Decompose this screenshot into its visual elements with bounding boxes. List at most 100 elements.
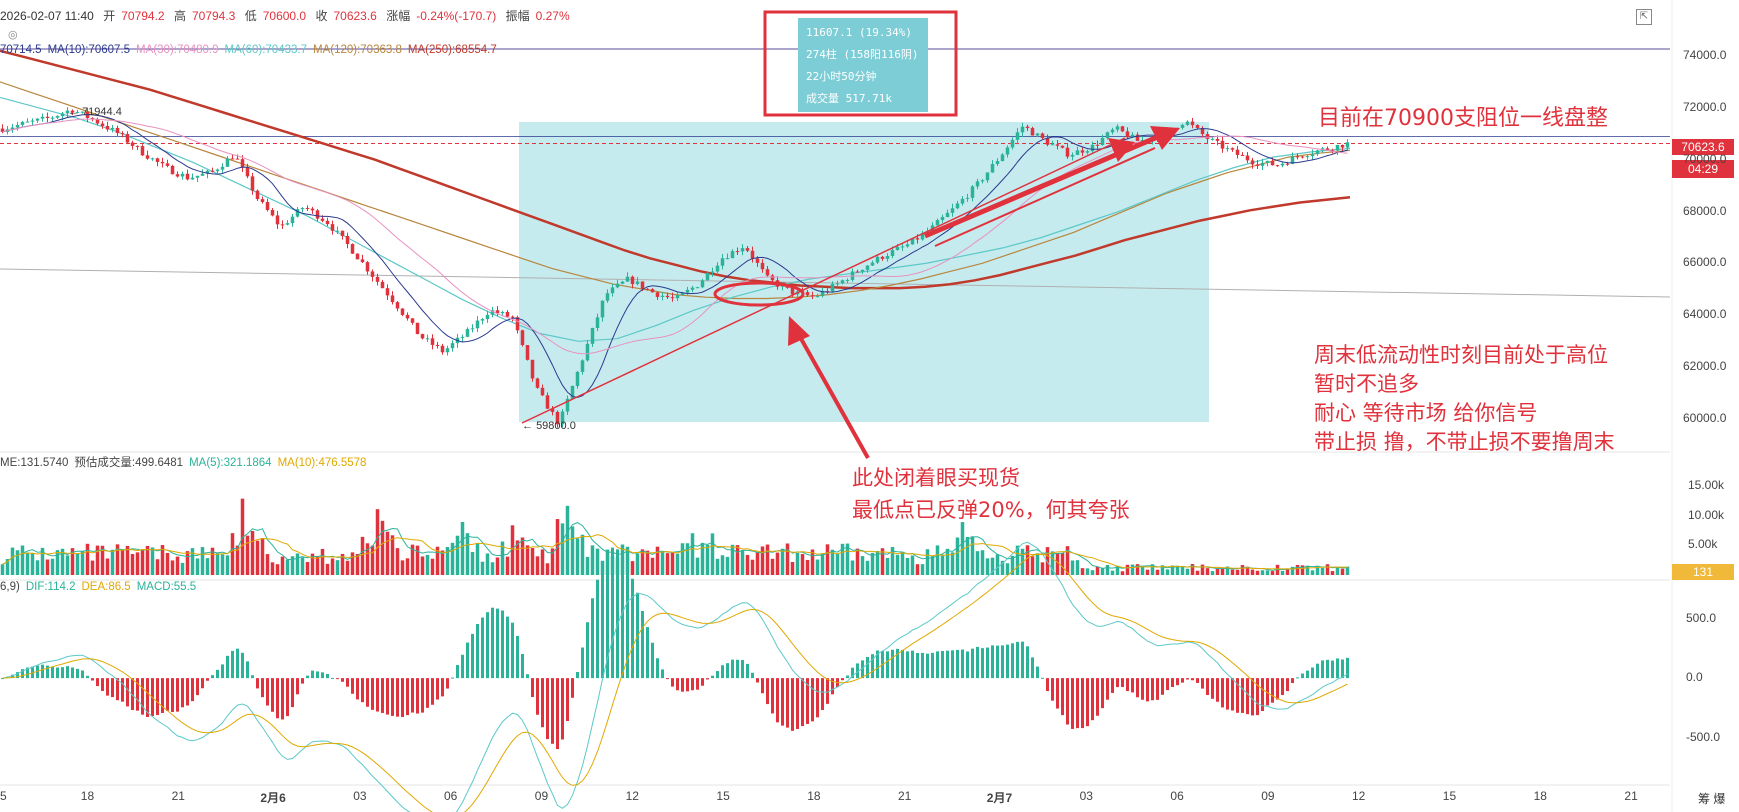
macd-histogram-bar xyxy=(66,666,69,679)
volume-bar xyxy=(705,544,710,575)
macd-histogram-bar xyxy=(606,551,609,679)
macd-histogram-bar xyxy=(856,663,859,679)
macd-histogram-bar xyxy=(1271,678,1274,703)
macd-histogram-bar xyxy=(1101,678,1104,709)
range-volume: 成交量 517.71k xyxy=(806,92,892,105)
macd-histogram-bar xyxy=(496,608,499,679)
volume-bar xyxy=(350,552,355,575)
volume-bar xyxy=(710,533,715,575)
candle-body xyxy=(875,256,880,263)
range-duration: 22小时50分钟 xyxy=(806,70,877,83)
weekend-line-4: 带止损 撸，不带止损不要撸周末 xyxy=(1314,430,1615,454)
candle-body xyxy=(885,255,890,259)
macd-histogram-bar xyxy=(921,652,924,679)
macd-histogram-bar xyxy=(571,678,574,698)
candle-body xyxy=(945,212,950,218)
volume-bar xyxy=(855,548,860,575)
macd-histogram-bar xyxy=(991,645,994,679)
volume-bar xyxy=(1235,569,1240,575)
volume-bar xyxy=(520,537,525,575)
macd-histogram-bar xyxy=(956,649,959,679)
candle-body xyxy=(830,283,835,292)
candle-body xyxy=(705,272,710,281)
macd-histogram-bar xyxy=(421,678,424,713)
macd-histogram-bar xyxy=(1266,678,1269,706)
resistance-annotation: 目前在70900支阻位一线盘整 xyxy=(1318,106,1608,131)
macd-histogram-bar xyxy=(161,678,164,713)
macd-histogram-bar xyxy=(971,648,974,679)
macd-histogram-bar xyxy=(1061,678,1064,716)
ohlc-header: 2026-02-07 11:40 开 70794.2 高 70794.3 低 7060… xyxy=(0,7,576,24)
macd-histogram-bar xyxy=(806,678,809,724)
volume-bar xyxy=(55,550,60,575)
candle-body xyxy=(525,345,530,360)
candle-body xyxy=(1270,160,1275,166)
candle-body xyxy=(545,395,550,409)
range-change: 11607.1 (19.34%) xyxy=(806,26,912,39)
candle-body xyxy=(365,262,370,272)
candle-body xyxy=(550,408,555,412)
volume-bar xyxy=(255,540,260,575)
macd-histogram-bar xyxy=(951,650,954,679)
volume-bar xyxy=(1260,570,1265,575)
macd-histogram-bar xyxy=(771,678,774,714)
macd-histogram-bar xyxy=(1021,641,1024,679)
candle-body xyxy=(40,116,45,119)
macd-histogram-bar xyxy=(276,678,279,719)
toolbar-buttons[interactable]: 筹 爆 xyxy=(1698,792,1726,806)
candle-body xyxy=(1070,154,1075,157)
candle-body xyxy=(290,216,295,224)
fullscreen-icon[interactable]: ⇱ xyxy=(1636,9,1652,25)
candle-body xyxy=(1340,144,1345,148)
volume-bar xyxy=(1155,569,1160,575)
macd-histogram-bar xyxy=(611,547,614,679)
volume-bar xyxy=(820,553,825,575)
volume-bar xyxy=(480,561,485,575)
eye-icon[interactable]: ◎ xyxy=(8,29,18,41)
macd-histogram-bar xyxy=(426,678,429,708)
candle-body xyxy=(1335,144,1340,151)
volume-bar xyxy=(730,544,735,575)
volume-bar xyxy=(345,560,350,575)
volume-bar xyxy=(940,554,945,575)
macd-histogram-bar xyxy=(966,651,969,679)
candle-body xyxy=(120,133,125,135)
candle-body xyxy=(1130,134,1135,138)
volume-axis-tick: 5.00k xyxy=(1688,537,1718,552)
candle-body xyxy=(900,246,905,248)
macd-histogram-bar xyxy=(1251,678,1254,716)
candle-body xyxy=(435,344,440,346)
candle-body xyxy=(395,302,400,309)
macd-histogram-bar xyxy=(676,678,679,691)
macd-histogram-bar xyxy=(666,678,669,680)
volume-bar xyxy=(725,556,730,575)
candle-body xyxy=(1110,129,1115,133)
candle-body xyxy=(1265,160,1270,163)
amplitude-label: 振幅 xyxy=(505,9,530,23)
candle-body xyxy=(440,345,445,353)
volume-bar xyxy=(1285,569,1290,575)
candle-body xyxy=(495,310,500,314)
volume-bar xyxy=(830,549,835,575)
macd-histogram-bar xyxy=(866,656,869,679)
candle-body xyxy=(215,169,220,172)
macd-histogram-bar xyxy=(26,667,29,679)
volume-bar xyxy=(1240,565,1245,575)
volume-bar xyxy=(985,558,990,575)
candle-body xyxy=(315,210,320,219)
candle-body xyxy=(1060,145,1065,148)
candle-body xyxy=(245,167,250,177)
volume-bar xyxy=(1325,564,1330,575)
candle-body xyxy=(410,318,415,323)
candle-body xyxy=(540,387,545,396)
macd-histogram-bar xyxy=(371,678,374,710)
macd-histogram-bar xyxy=(1216,678,1219,702)
candle-body xyxy=(895,247,900,251)
candle-body xyxy=(165,163,170,166)
candle-body xyxy=(465,329,470,337)
macd-histogram-bar xyxy=(241,652,244,679)
volume-bar xyxy=(545,563,550,575)
volume-bar xyxy=(1070,560,1075,575)
candle-body xyxy=(725,258,730,260)
